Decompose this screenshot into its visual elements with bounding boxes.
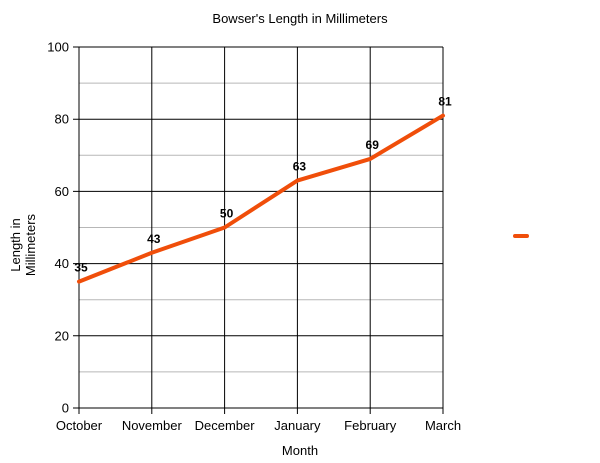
y-axis-title: Length in Millimeters [8,213,38,276]
data-label: 43 [147,232,161,246]
y-tick-label: 20 [55,328,69,343]
x-axis-title: Month [282,443,318,458]
series-layer [77,113,445,284]
x-tick-label: January [274,418,321,433]
grid [73,46,444,414]
data-label: 63 [293,160,307,174]
y-tick-label: 100 [47,40,69,55]
x-tick-label: February [344,418,397,433]
y-axis-title-line-1: Length in [8,218,23,272]
y-axis-title-line-2: Millimeters [23,213,38,276]
y-tick-labels: 0 20 40 60 80 100 [47,40,69,416]
data-label: 81 [438,95,452,109]
x-tick-label: November [122,418,183,433]
x-tick-label: March [425,418,461,433]
y-tick-label: 0 [62,401,69,416]
data-label: 69 [366,138,380,152]
y-tick-label: 40 [55,256,69,271]
data-label: 35 [74,261,88,275]
y-tick-label: 60 [55,184,69,199]
x-tick-labels: October November December January February Ma… [56,418,461,433]
series-line [77,113,445,284]
data-label: 50 [220,207,234,221]
x-tick-label: October [56,418,103,433]
x-tick-label: December [195,418,256,433]
data-labels: 35 43 50 63 69 81 [74,95,452,275]
chart-title: Bowser's Length in Millimeters [212,11,388,26]
y-tick-label: 80 [55,112,69,127]
